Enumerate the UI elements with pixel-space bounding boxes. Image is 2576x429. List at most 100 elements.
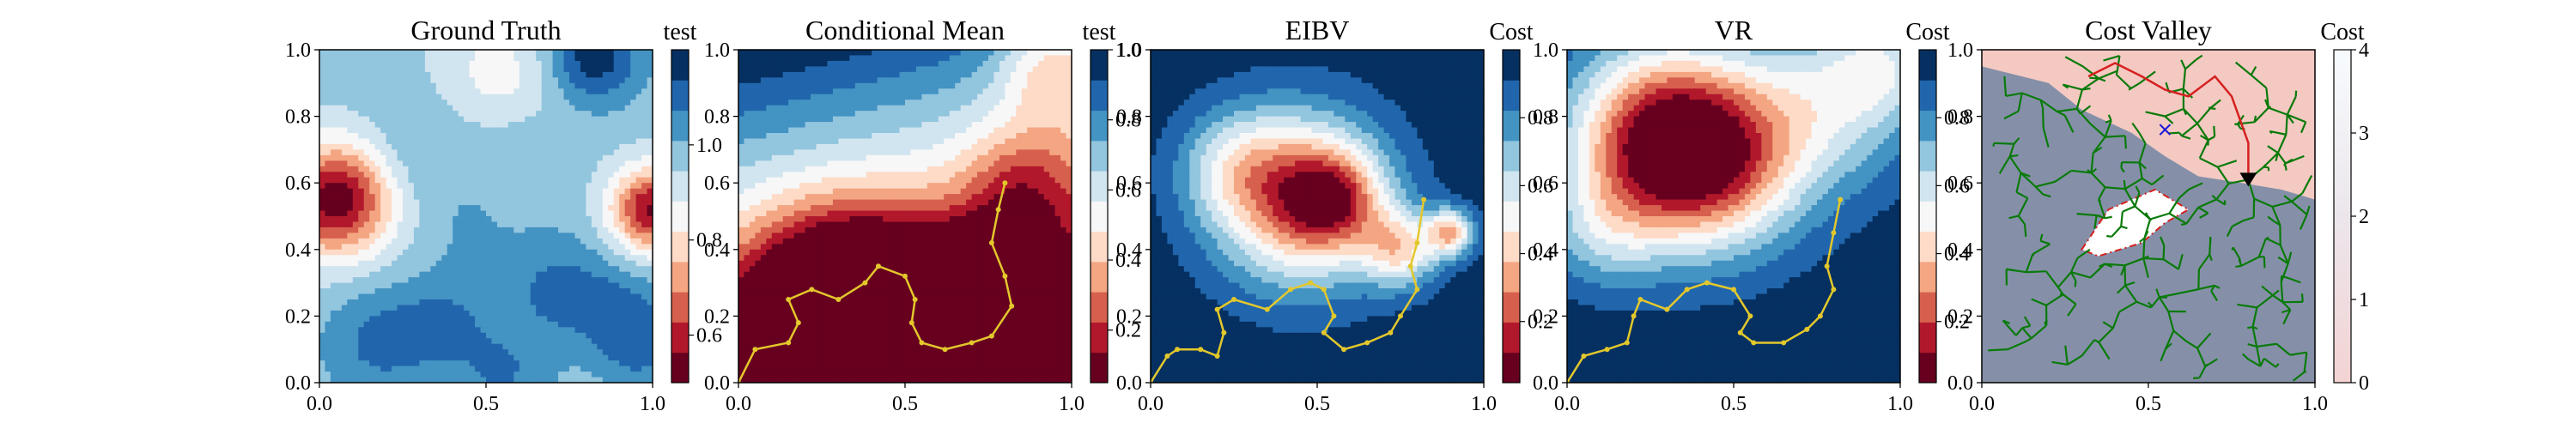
heatmap-cell xyxy=(793,105,800,112)
heatmap-cell xyxy=(877,166,884,172)
heatmap-cell xyxy=(827,116,834,123)
heatmap-cell xyxy=(988,116,995,123)
heatmap-cell xyxy=(988,133,995,140)
heatmap-cell xyxy=(469,244,476,251)
heatmap-cell xyxy=(1054,77,1061,84)
heatmap-cell xyxy=(860,50,867,57)
heatmap-cell xyxy=(777,160,784,167)
heatmap-cell xyxy=(352,199,359,206)
heatmap-cell xyxy=(843,105,850,112)
heatmap-cell xyxy=(799,138,806,145)
heatmap-cell xyxy=(530,183,537,190)
heatmap-cell xyxy=(624,266,631,273)
heatmap-cell xyxy=(525,210,532,217)
heatmap-cell xyxy=(619,377,626,383)
heatmap-cell xyxy=(369,366,376,372)
x-tick-label: 1.0 xyxy=(640,393,665,415)
heatmap-cell xyxy=(788,82,795,89)
heatmap-cell xyxy=(547,288,554,295)
heatmap-cell xyxy=(1016,60,1023,67)
heatmap-cell xyxy=(552,343,559,350)
heatmap-cell xyxy=(630,266,637,273)
heatmap-cell xyxy=(486,266,493,273)
heatmap-cell xyxy=(458,82,465,89)
heatmap-cell xyxy=(877,149,884,156)
heatmap-cell xyxy=(955,143,962,150)
heatmap-cell xyxy=(569,154,576,161)
heatmap-cell xyxy=(536,372,543,378)
heatmap-cell xyxy=(888,172,895,178)
heatmap-cell xyxy=(563,271,570,278)
heatmap-cell xyxy=(352,316,359,323)
heatmap-cell xyxy=(374,338,381,345)
heatmap-cell xyxy=(744,143,750,150)
heatmap-cell xyxy=(480,166,487,172)
heatmap-cell xyxy=(419,143,426,150)
heatmap-cell xyxy=(955,149,962,156)
heatmap-cell xyxy=(397,372,404,378)
heatmap-cell xyxy=(597,105,604,112)
heatmap-cell xyxy=(374,166,381,172)
heatmap-cell xyxy=(347,94,354,100)
heatmap-cell xyxy=(619,316,626,323)
heatmap-cell xyxy=(502,221,509,228)
heatmap-cell xyxy=(475,77,482,84)
heatmap-cell xyxy=(613,260,620,267)
heatmap-cell xyxy=(458,60,465,67)
heatmap-cell xyxy=(738,88,745,95)
heatmap-cell xyxy=(563,299,570,306)
heatmap-cell xyxy=(1049,60,1056,67)
heatmap-cell xyxy=(591,143,598,150)
heatmap-cell xyxy=(486,227,493,233)
heatmap-cell xyxy=(496,77,503,84)
heatmap-cell xyxy=(816,116,823,123)
heatmap-cell xyxy=(563,210,570,217)
heatmap-cell xyxy=(525,288,532,295)
heatmap-cell xyxy=(877,77,884,84)
heatmap-cell xyxy=(811,138,817,145)
heatmap-cell xyxy=(502,299,509,306)
heatmap-cell xyxy=(613,154,620,161)
heatmap-cell xyxy=(369,194,376,201)
heatmap-cell xyxy=(630,327,637,334)
heatmap-cell xyxy=(805,88,811,95)
heatmap-cell xyxy=(458,288,465,295)
heatmap-cell xyxy=(591,316,598,323)
heatmap-cell xyxy=(597,233,604,239)
heatmap-cell xyxy=(336,55,343,62)
heatmap-cell xyxy=(530,293,537,300)
heatmap-cell xyxy=(502,260,509,267)
heatmap-cell xyxy=(424,166,431,172)
heatmap-cell xyxy=(1010,71,1017,78)
heatmap-cell xyxy=(849,100,856,106)
heatmap-cell xyxy=(933,55,939,62)
heatmap-cell xyxy=(374,205,381,212)
heatmap-cell xyxy=(369,116,376,123)
heatmap-cell xyxy=(464,260,471,267)
heatmap-cell xyxy=(838,77,845,84)
heatmap-cell xyxy=(536,50,543,57)
heatmap-cell xyxy=(597,127,604,134)
heatmap-cell xyxy=(386,377,392,383)
heatmap-cell xyxy=(1032,82,1039,89)
heatmap-cell xyxy=(586,305,592,311)
heatmap-cell xyxy=(502,111,509,118)
heatmap-cell xyxy=(1054,160,1061,167)
heatmap-cell xyxy=(799,154,806,161)
heatmap-cell xyxy=(547,366,554,372)
heatmap-cell xyxy=(319,100,326,106)
heatmap-cell xyxy=(430,100,437,106)
heatmap-cell xyxy=(358,277,365,284)
heatmap-cell xyxy=(635,332,642,339)
heatmap-cell xyxy=(854,122,861,129)
heatmap-cell xyxy=(586,316,592,323)
heatmap-cell xyxy=(403,321,410,328)
heatmap-cell xyxy=(977,82,984,89)
heatmap-cell xyxy=(619,172,626,178)
heatmap-cell xyxy=(854,71,861,78)
heatmap-cell xyxy=(380,177,387,184)
heatmap-cell xyxy=(386,343,392,350)
heatmap-cell xyxy=(838,133,845,140)
heatmap-cell xyxy=(574,282,581,289)
heatmap-cell xyxy=(597,305,604,311)
